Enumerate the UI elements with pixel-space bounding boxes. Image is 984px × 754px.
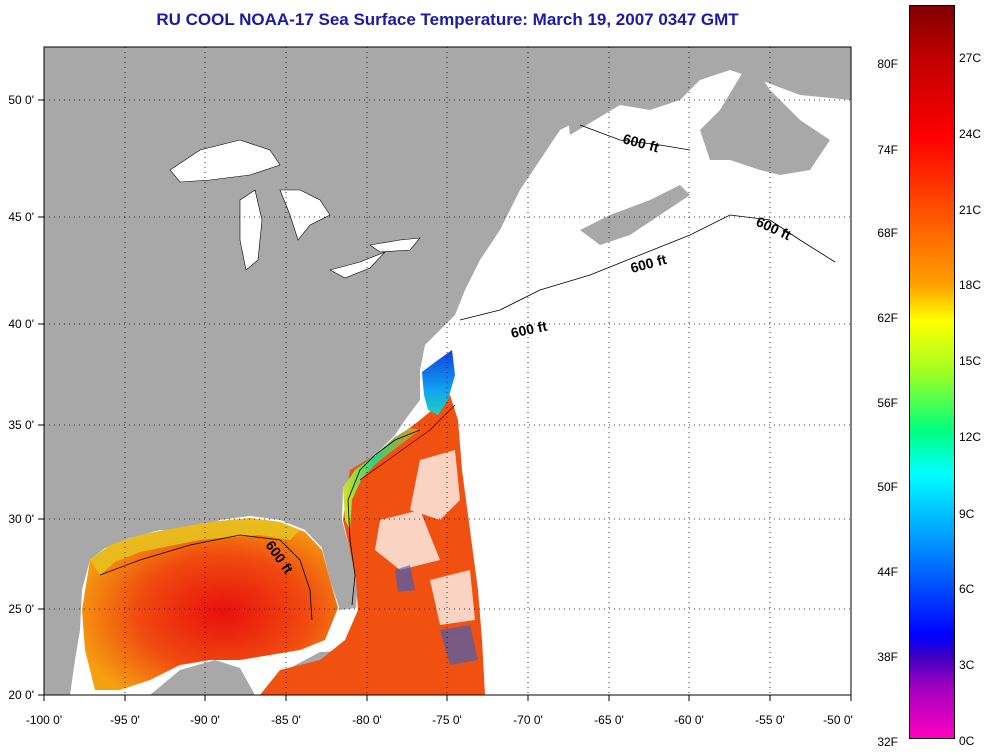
lon-label: -70 0' [513, 713, 543, 727]
land-north-america [44, 47, 640, 695]
map-plot-area [44, 47, 851, 695]
great-lakes [169, 139, 421, 279]
lon-label: -65 0' [594, 713, 624, 727]
lat-label: 30 0' [8, 512, 34, 526]
sst-gulf-shelf [90, 518, 300, 575]
lon-label: -55 0' [755, 713, 785, 727]
cool-patches [395, 565, 478, 665]
colorbar-c-label: 27C [959, 51, 982, 65]
lon-label: -75 0' [432, 713, 462, 727]
lon-label: -60 0' [674, 713, 704, 727]
colorbar-f-label: 74F [877, 143, 898, 157]
lon-label: -95 0' [110, 713, 140, 727]
sst-cold-midatlantic [422, 350, 455, 415]
colorbar-c-label: 6C [959, 582, 975, 596]
gulf-stream-front [359, 404, 456, 481]
colorbar-f-label: 68F [877, 226, 898, 240]
colorbar-c-label: 0C [959, 734, 975, 748]
temperature-colorbar [909, 5, 955, 739]
colorbar-c-label: 9C [959, 507, 975, 521]
land-quebec-labrador [560, 47, 851, 135]
lon-label: -90 0' [190, 713, 220, 727]
colorbar-f-label: 50F [877, 480, 898, 494]
lat-label: 40 0' [8, 317, 34, 331]
lat-label: 45 0' [8, 210, 34, 224]
lon-label: -80 0' [352, 713, 382, 727]
colorbar-c-label: 3C [959, 658, 975, 672]
lat-label: 50 0' [8, 93, 34, 107]
sst-gulf-of-mexico [82, 518, 338, 690]
colorbar-c-label: 12C [959, 430, 982, 444]
lat-label: 25 0' [8, 602, 34, 616]
colorbar-f-label: 56F [877, 396, 898, 410]
colorbar-f-label: 38F [877, 650, 898, 664]
latitude-labels: 50 0' 45 0' 40 0' 35 0' 30 0' 25 0' 20 0… [8, 93, 34, 702]
lat-label: 35 0' [8, 418, 34, 432]
lon-label: -50 0' [823, 713, 853, 727]
colorbar-f-label: 32F [877, 735, 898, 749]
longitude-labels: -100 0' -95 0' -90 0' -85 0' -80 0' -75 … [26, 713, 853, 727]
colorbar-f-label: 80F [877, 57, 898, 71]
land-yucatan [150, 660, 255, 695]
graticule [44, 47, 851, 695]
sst-coastal-shelf [343, 428, 420, 530]
lon-label: -85 0' [271, 713, 301, 727]
colorbar-c-label: 15C [959, 354, 982, 368]
contour-label: 600 ft [509, 318, 548, 341]
isobath-600ft [99, 124, 836, 621]
colorbar-c-label: 24C [959, 127, 982, 141]
lon-label: -100 0' [26, 713, 62, 727]
land-newfoundland [700, 60, 830, 175]
colorbar-f-label: 62F [877, 311, 898, 325]
land-nova-scotia [580, 185, 690, 245]
map-title: RU COOL NOAA-17 Sea Surface Temperature:… [156, 10, 739, 29]
colorbar-f-label: 44F [877, 565, 898, 579]
axis-ticks [38, 99, 852, 701]
colorbar-c-label: 21C [959, 203, 982, 217]
lat-label: 20 0' [8, 688, 34, 702]
colorbar-c-label: 18C [959, 278, 982, 292]
cloud-speckle [375, 450, 475, 625]
